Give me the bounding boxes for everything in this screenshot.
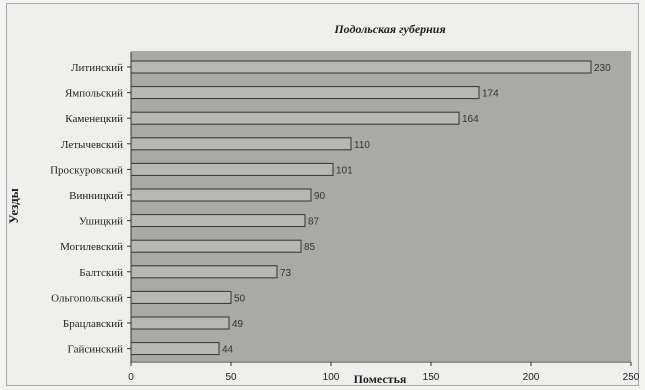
- x-tick-label: 100: [323, 372, 340, 383]
- bar: [130, 60, 592, 74]
- data-label: 101: [336, 165, 353, 176]
- bar: [130, 188, 312, 202]
- bar: [130, 265, 278, 279]
- x-tick-label: 50: [225, 372, 237, 383]
- data-label: 164: [462, 114, 479, 125]
- category-label: Проскуровский: [50, 164, 123, 176]
- category-label: Брацлавский: [63, 318, 123, 330]
- category-label: Ольгопольский: [51, 292, 123, 304]
- category-label: Летычевский: [61, 139, 123, 151]
- category-label: Каменецкий: [65, 113, 123, 125]
- data-label: 73: [280, 268, 292, 279]
- category-label: Ямпольский: [65, 88, 123, 100]
- data-label: 44: [222, 345, 234, 356]
- data-label: 87: [308, 217, 320, 228]
- chart-title: Подольская губерния: [334, 22, 446, 36]
- category-label: Балтский: [79, 267, 123, 279]
- bar: [130, 162, 334, 176]
- data-label: 174: [482, 89, 499, 100]
- data-label: 110: [354, 140, 370, 151]
- bar: [130, 86, 480, 100]
- category-label: Могилевский: [60, 241, 123, 253]
- plot-area: [131, 51, 631, 361]
- bar: [130, 290, 232, 304]
- data-label: 85: [304, 242, 316, 253]
- bar: [130, 111, 460, 125]
- x-tick-label: 150: [423, 372, 440, 383]
- category-label: Гайсинский: [67, 344, 123, 356]
- data-label: 90: [314, 191, 326, 202]
- data-label: 49: [232, 319, 244, 330]
- data-label: 230: [594, 63, 611, 74]
- x-tick-label: 200: [523, 372, 540, 383]
- data-label: 50: [234, 293, 246, 304]
- bar: [130, 137, 352, 151]
- x-tick-label: 0: [128, 372, 134, 383]
- bar: [130, 342, 220, 356]
- bar: [130, 239, 302, 253]
- category-label: Винницкий: [69, 190, 123, 202]
- x-tick-label: 250: [623, 372, 640, 383]
- category-label: Ушицкий: [79, 216, 123, 228]
- x-axis-label: Поместья: [353, 372, 407, 386]
- bar: [130, 214, 306, 228]
- category-label: Литинский: [71, 62, 123, 74]
- bar: [130, 316, 230, 330]
